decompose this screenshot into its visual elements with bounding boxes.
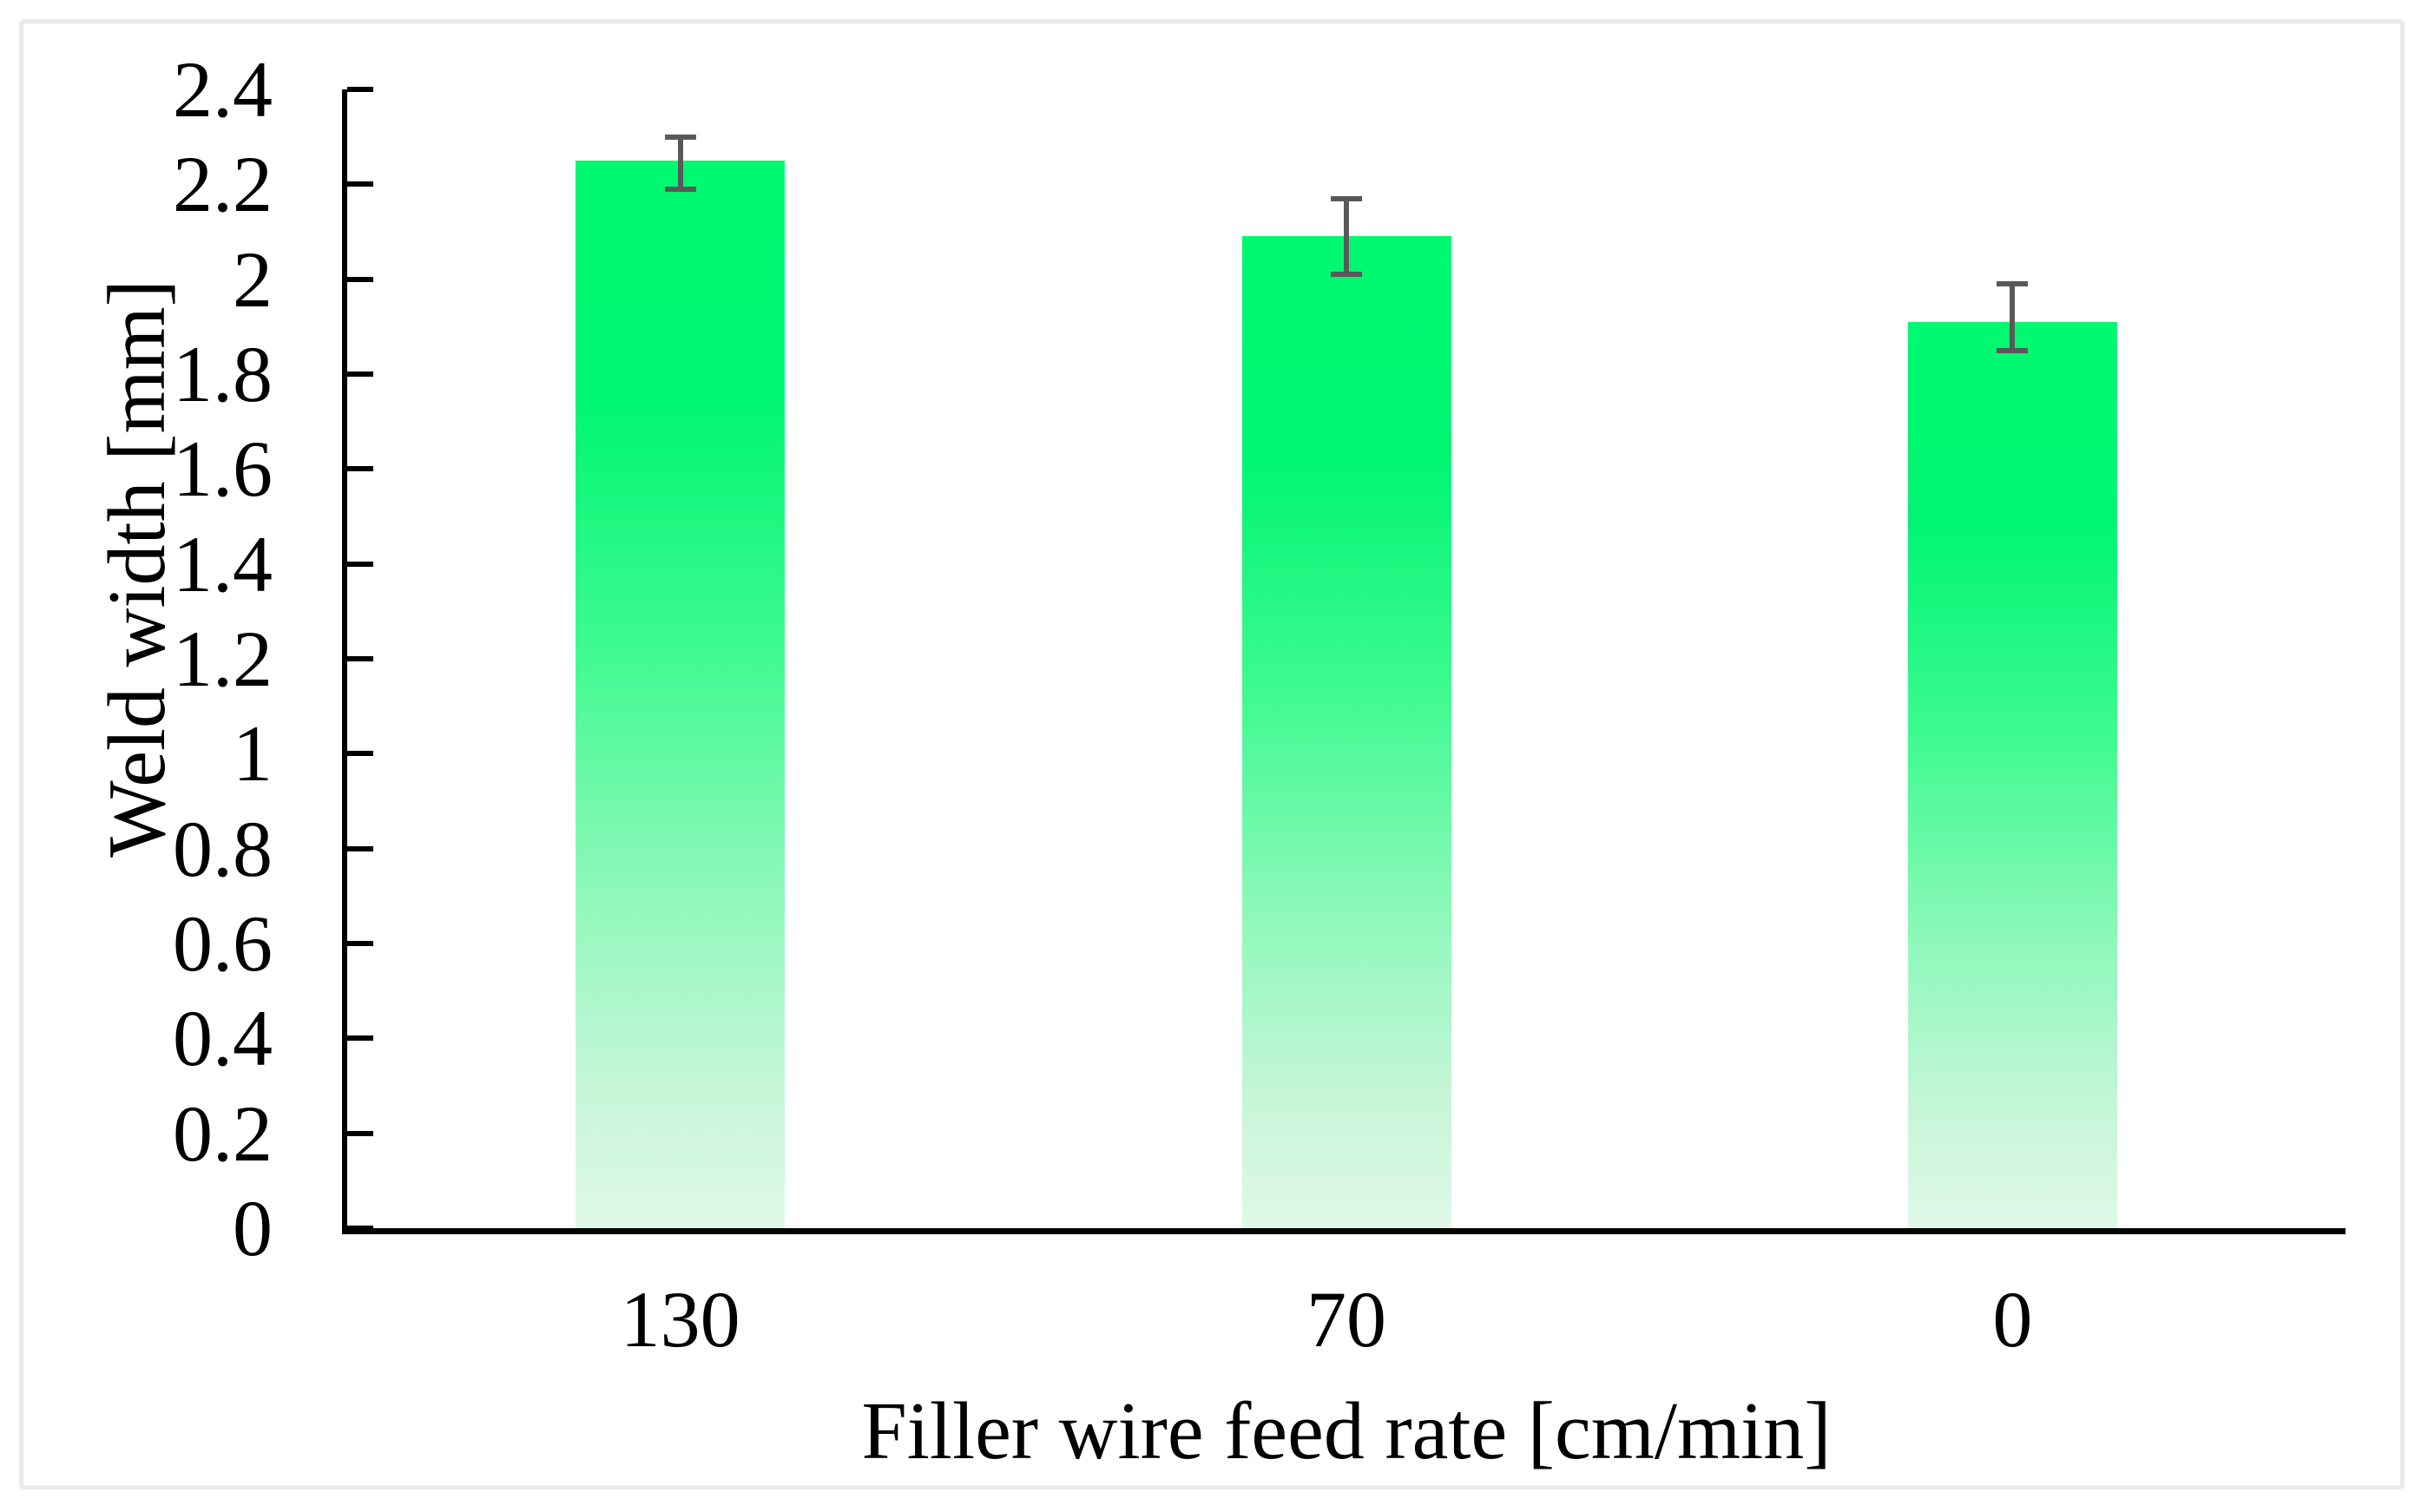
error-bar-cap-top-0 <box>1997 281 2029 287</box>
error-bar-line-70 <box>1344 198 1349 275</box>
y-tick-label-1.8: 1.8 <box>173 330 273 418</box>
y-tick-label-2.4: 2.4 <box>173 45 273 134</box>
y-tick-0.8 <box>347 845 373 851</box>
y-tick-1.2 <box>347 656 373 661</box>
y-tick-1.6 <box>347 466 373 472</box>
y-tick-label-0.6: 0.6 <box>173 899 273 988</box>
y-axis-title: Weld width [mm] <box>92 279 182 858</box>
y-tick-1.8 <box>347 371 373 377</box>
error-bar-cap-bottom-0 <box>1997 347 2029 353</box>
error-bar-cap-bottom-70 <box>1331 272 1362 278</box>
bar-70 <box>1241 236 1451 1228</box>
error-bar-line-130 <box>677 136 683 189</box>
y-tick-0 <box>347 1226 373 1231</box>
y-tick-label-0: 0 <box>233 1184 273 1272</box>
bar-130 <box>576 161 786 1228</box>
y-tick-1 <box>347 751 373 757</box>
x-axis-line <box>342 1228 2346 1234</box>
y-tick-label-2.2: 2.2 <box>173 140 273 229</box>
y-tick-0.2 <box>347 1130 373 1136</box>
bar-0 <box>1907 321 2117 1228</box>
y-tick-label-1.2: 1.2 <box>173 615 273 703</box>
error-bar-cap-bottom-130 <box>664 186 696 192</box>
y-tick-2.2 <box>347 181 373 187</box>
x-category-label-130: 130 <box>620 1275 740 1364</box>
y-tick-0.4 <box>347 1035 373 1042</box>
y-tick-label-2: 2 <box>233 234 273 324</box>
plot-area: 0 0.2 0.4 0.6 0.8 1 1.2 1.4 1.6 1.8 2 2.2 2.4 130 70 0… <box>173 45 2346 1476</box>
y-tick-label-1.6: 1.6 <box>173 424 273 514</box>
y-tick-label-1: 1 <box>233 709 273 799</box>
x-category-label-0: 0 <box>1992 1275 2033 1364</box>
y-axis-line <box>342 89 347 1234</box>
x-category-label-70: 70 <box>1306 1275 1386 1364</box>
y-tick-label-0.2: 0.2 <box>173 1088 273 1178</box>
error-bar-cap-top-70 <box>1331 195 1362 201</box>
y-tick-2.4 <box>347 87 373 92</box>
y-tick-label-0.4: 0.4 <box>173 994 273 1083</box>
y-tick-label-1.4: 1.4 <box>173 519 273 608</box>
error-bar-line-0 <box>2010 284 2016 351</box>
y-tick-2 <box>347 276 373 282</box>
y-tick-0.6 <box>347 941 373 946</box>
y-tick-1.4 <box>347 561 373 567</box>
error-bar-cap-top-130 <box>664 134 696 140</box>
figure-border <box>19 19 2405 1489</box>
y-tick-label-0.8: 0.8 <box>173 804 273 893</box>
x-axis-title: Filler wire feed rate [cm/min] <box>861 1386 1832 1476</box>
